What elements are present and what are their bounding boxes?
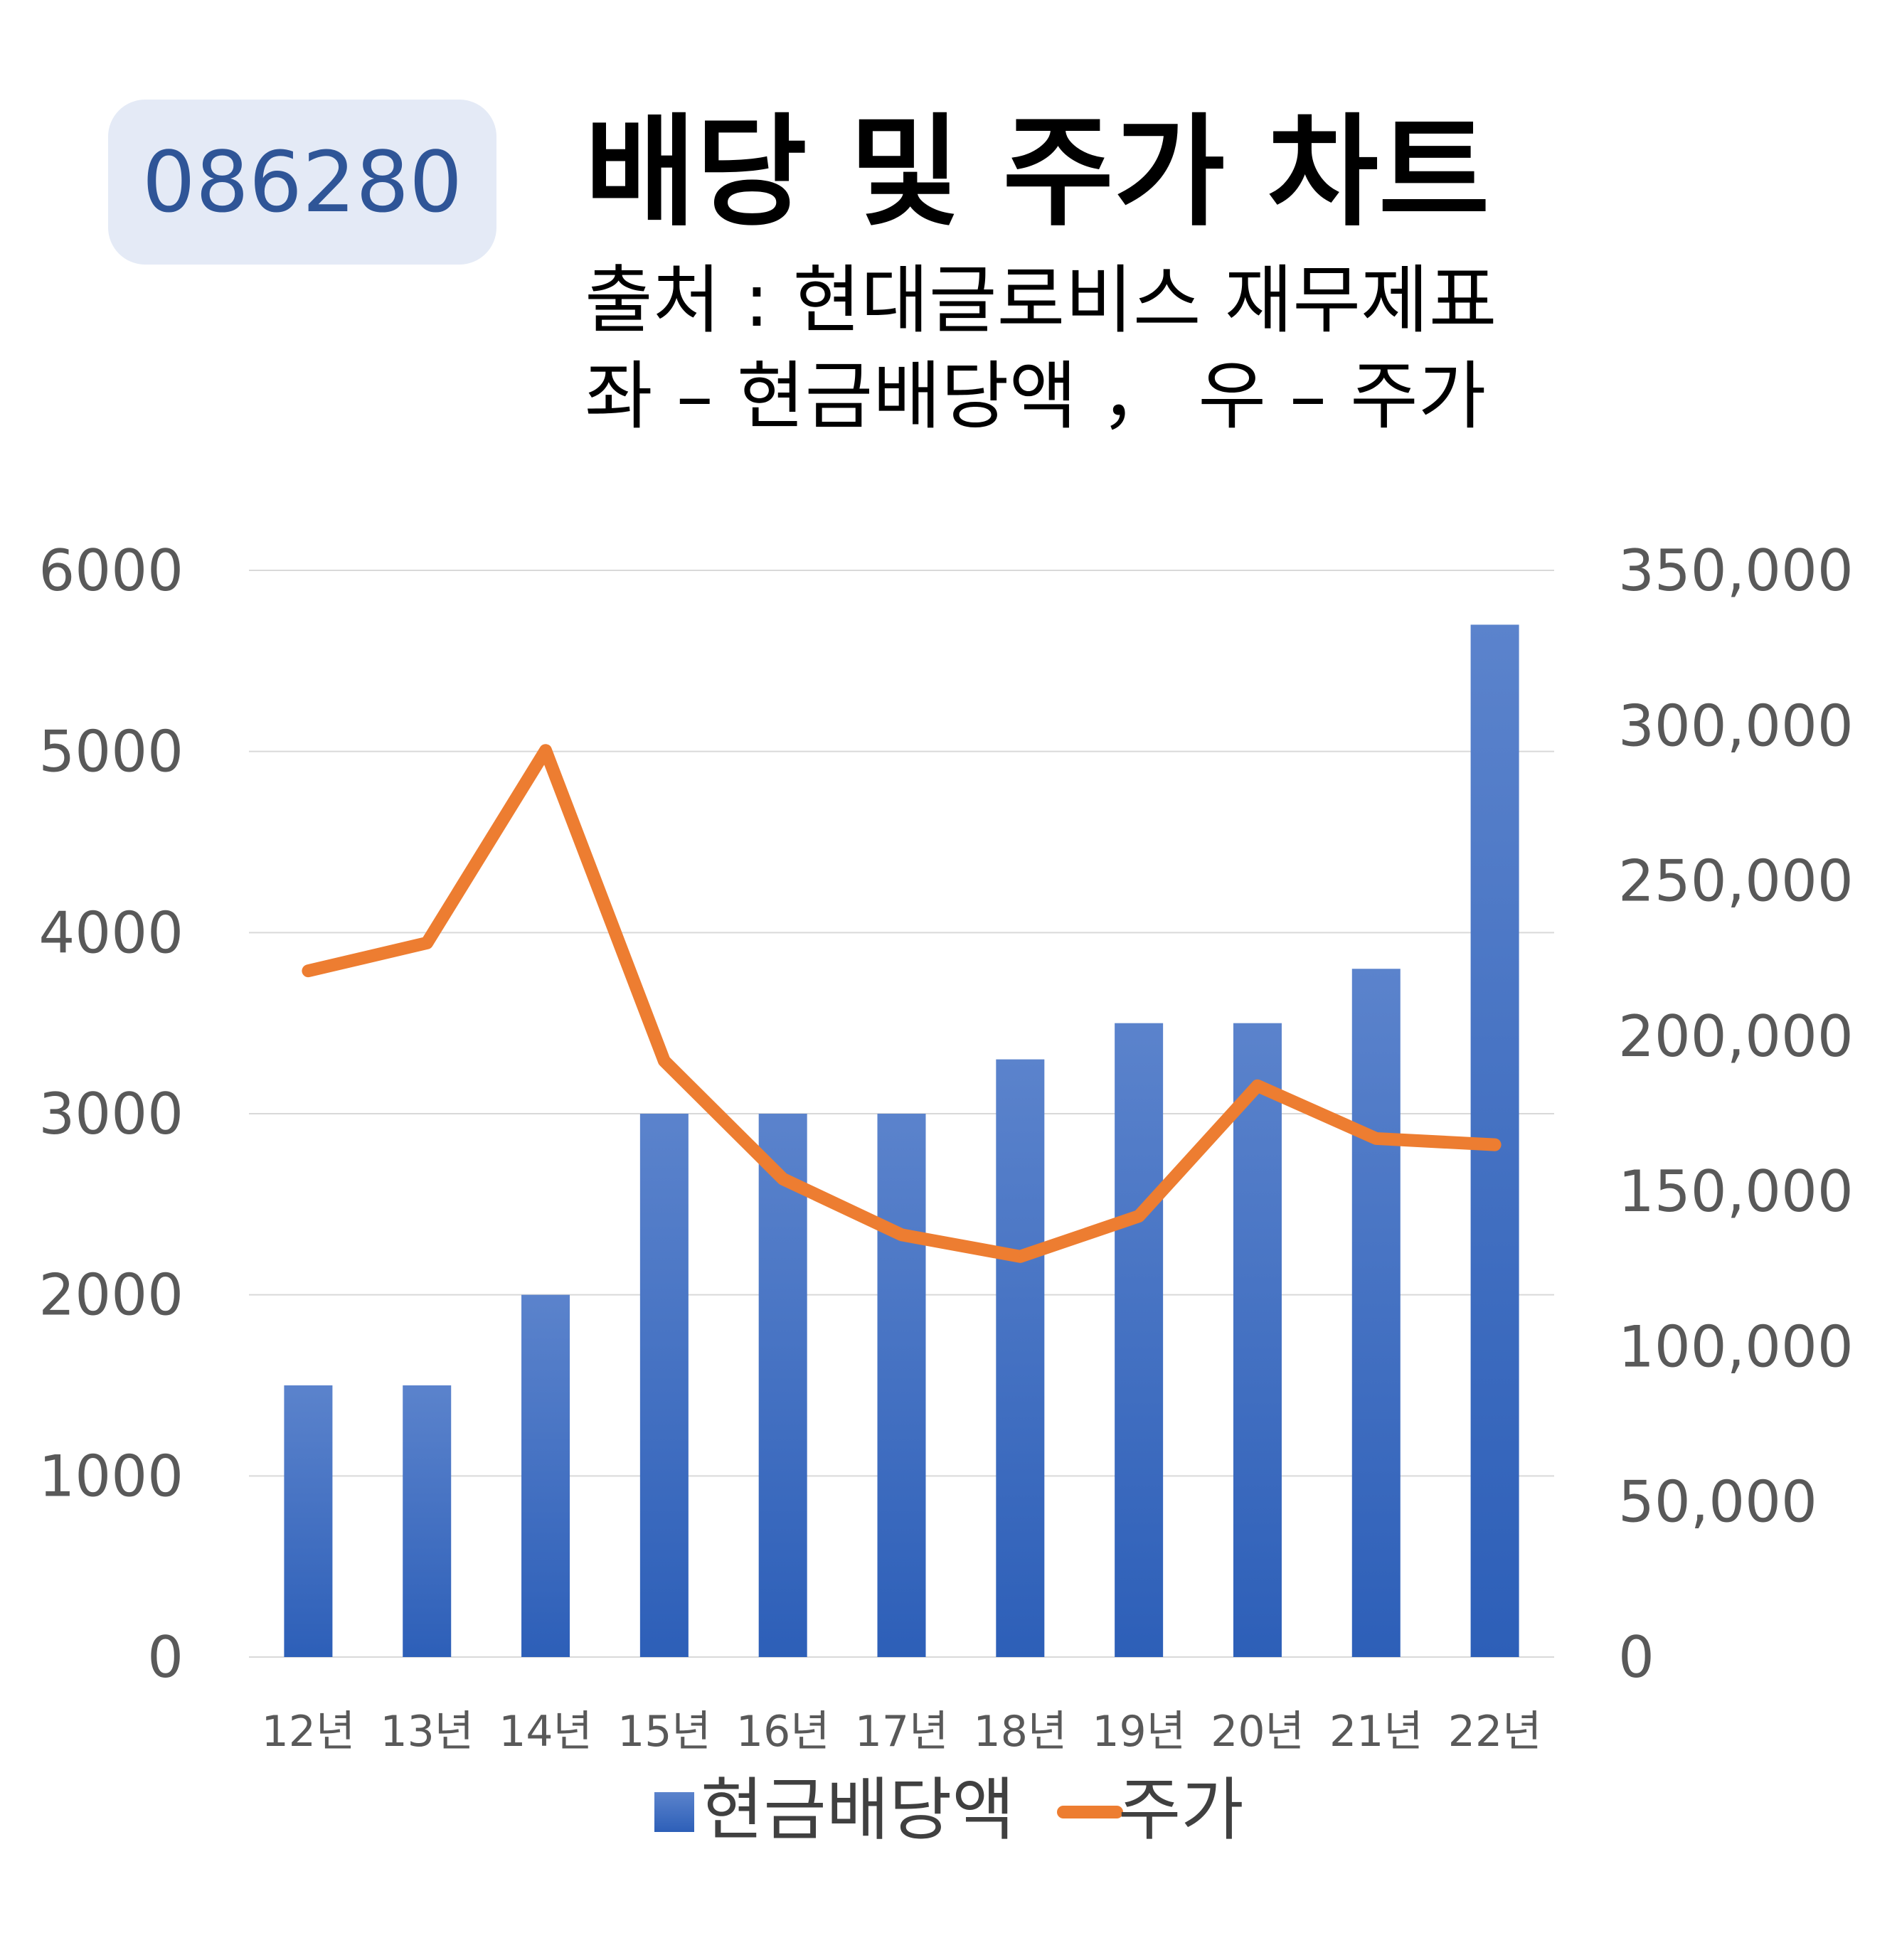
right-tick-label: 350,000 [1618, 538, 1854, 604]
right-tick-label: 0 [1618, 1624, 1654, 1690]
x-tick-label: 16년 [736, 1707, 830, 1757]
dividend-bar [1233, 1023, 1282, 1657]
legend: 현금배당액 주가 [654, 1770, 1244, 1850]
left-tick-label: 5000 [38, 719, 184, 785]
right-tick-label: 200,000 [1618, 1003, 1854, 1070]
stock-code-badge: 086280 [108, 100, 496, 265]
dividend-bar [877, 1114, 926, 1657]
dividend-bar [1115, 1023, 1164, 1657]
price-point [1375, 1137, 1377, 1139]
left-tick-label: 0 [147, 1624, 184, 1690]
left-tick-label: 6000 [38, 538, 184, 604]
dividend-bar [284, 1385, 333, 1657]
price-point [545, 750, 547, 752]
right-axis-ticks: 0 50,000 100,000 150,000 200,000 250,000 300,0… [1618, 538, 1854, 1690]
price-point [1494, 1144, 1496, 1146]
dividend-bar [403, 1385, 452, 1657]
x-tick-label: 12년 [262, 1707, 356, 1757]
legend-bar-label: 현금배당액 [701, 1770, 1015, 1850]
dividend-bar [758, 1114, 807, 1657]
dividend-bars [284, 624, 1519, 1657]
price-point [426, 942, 428, 944]
dividend-bar [639, 1114, 689, 1657]
x-tick-label: 21년 [1329, 1707, 1423, 1757]
chart-title: 배당 및 주가 차트 [585, 102, 1490, 243]
price-point [1019, 1255, 1021, 1257]
x-tick-label: 20년 [1211, 1707, 1304, 1757]
left-tick-label: 1000 [38, 1443, 184, 1509]
price-point [1138, 1215, 1140, 1218]
price-point [782, 1178, 784, 1180]
legend-bar-swatch [654, 1792, 694, 1832]
legend-line-label: 주가 [1118, 1770, 1244, 1850]
left-axis-ticks: 0 1000 2000 3000 4000 5000 6000 [38, 538, 184, 1690]
x-tick-label: 17년 [855, 1707, 949, 1757]
left-tick-label: 2000 [38, 1262, 184, 1328]
price-line-series [302, 744, 1502, 1263]
price-point [663, 1060, 665, 1062]
right-tick-label: 250,000 [1618, 848, 1854, 915]
x-tick-label: 22년 [1448, 1707, 1542, 1757]
x-axis-ticks: 12년 13년 14년 15년 16년 17년 18년 19년 20년 21년 22년 [262, 1707, 1542, 1757]
left-tick-label: 4000 [38, 900, 184, 966]
chart-source: 출처 : 현대글로비스 재무제표 [585, 257, 1497, 343]
price-point [307, 970, 309, 972]
x-tick-label: 18년 [974, 1707, 1068, 1757]
right-tick-label: 100,000 [1618, 1314, 1854, 1380]
price-point [900, 1234, 903, 1236]
x-tick-label: 19년 [1092, 1707, 1186, 1757]
left-tick-label: 3000 [38, 1081, 184, 1147]
dividend-bar [996, 1059, 1045, 1657]
x-tick-label: 14년 [499, 1707, 593, 1757]
x-tick-label: 13년 [380, 1707, 474, 1757]
right-tick-label: 50,000 [1618, 1469, 1817, 1535]
right-tick-label: 150,000 [1618, 1159, 1854, 1225]
dividend-bar [1351, 969, 1401, 1657]
x-tick-label: 15년 [617, 1707, 711, 1757]
dividend-bar [521, 1294, 570, 1657]
price-point [1256, 1085, 1258, 1087]
chart-axis-note: 좌 – 현금배당액 ， 우 – 주가 [585, 353, 1487, 440]
stock-code: 086280 [142, 133, 463, 231]
right-tick-label: 300,000 [1618, 693, 1854, 759]
